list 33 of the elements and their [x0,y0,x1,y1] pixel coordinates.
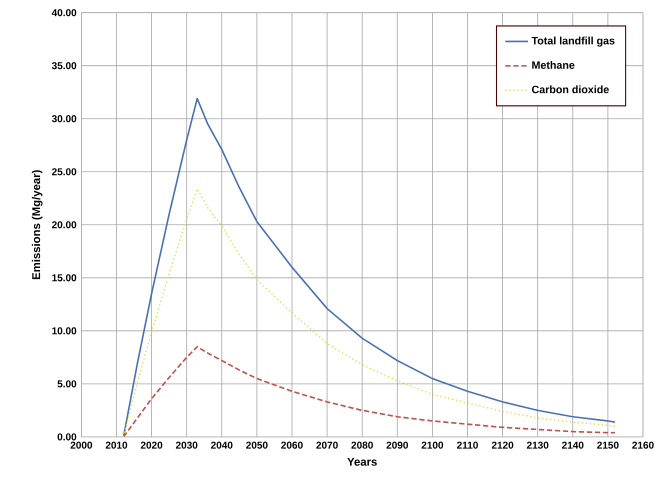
y-tick-label: 5.00 [58,380,76,388]
line-series [122,98,616,437]
legend-label: Methane [532,60,574,69]
x-tick-label: 2130 [526,441,548,449]
x-tick-label: 2040 [211,441,232,449]
x-tick-label: 2050 [246,441,268,449]
y-tick-label: 25.00 [52,168,76,176]
x-tick-label: 2010 [106,441,128,449]
x-tick-label: 2150 [597,441,619,449]
x-tick-label: 2140 [562,441,584,449]
x-tick-label: 2160 [632,441,654,449]
x-tick-label: 2080 [351,441,373,449]
y-axis-title: Emissions (Mg/year) [32,170,42,280]
y-tick-label: 0.00 [58,433,76,440]
y-tick-label: 40.00 [52,9,76,16]
x-tick-label: 2070 [316,441,338,449]
x-tick-label: 2000 [70,441,92,449]
x-tick-label: 2120 [492,441,514,449]
x-tick-label: 2060 [281,441,303,449]
y-tick-label: 15.00 [52,274,76,282]
x-tick-label: 2110 [456,441,478,449]
legend-label: Total landfill gas [532,36,615,46]
x-axis-title: Years [347,458,377,466]
y-tick-label: 35.00 [52,62,76,70]
line-series [122,188,616,437]
x-tick-label: 2020 [140,441,162,449]
legend-label: Carbon dioxide [532,85,609,94]
y-tick-label: 20.00 [52,221,76,228]
y-tick-label: 30.00 [52,115,76,122]
y-tick-label: 10.00 [52,327,76,334]
x-tick-label: 2090 [386,441,408,449]
x-tick-label: 2100 [422,441,444,449]
x-tick-label: 2030 [176,441,198,449]
